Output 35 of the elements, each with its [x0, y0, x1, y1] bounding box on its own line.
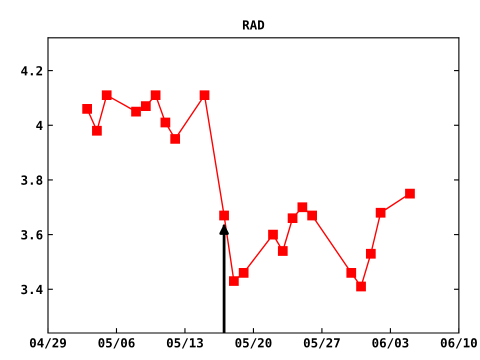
point	[92, 126, 102, 136]
point	[102, 90, 112, 100]
y-tick-label: 4	[36, 120, 43, 130]
point	[268, 230, 278, 240]
point	[229, 276, 239, 286]
point	[150, 90, 160, 100]
x-tick-label: 05/06	[98, 338, 135, 349]
point	[278, 246, 288, 256]
point	[140, 101, 151, 111]
chart-title: RAD	[242, 20, 264, 30]
point	[82, 104, 92, 114]
x-tick-label: 04/29	[30, 338, 66, 349]
x-tick-label: 06/10	[440, 338, 477, 349]
point	[200, 90, 210, 100]
y-tick-label: 3.4	[21, 284, 43, 294]
point	[238, 268, 249, 278]
y-tick-label: 3.8	[21, 175, 42, 185]
point	[376, 208, 386, 218]
point	[366, 248, 376, 259]
point	[288, 213, 298, 224]
point	[297, 202, 308, 212]
y-tick-label: 3.6	[21, 230, 42, 240]
y-tick-label: 4.2	[21, 66, 42, 76]
point	[219, 210, 229, 220]
point	[405, 188, 415, 198]
x-tick-label: 05/13	[166, 338, 203, 349]
x-tick-label: 06/03	[372, 338, 408, 349]
x-tick-label: 05/27	[304, 338, 340, 349]
point	[346, 268, 356, 278]
point	[131, 106, 141, 116]
point	[160, 118, 170, 128]
point	[170, 134, 180, 144]
point	[356, 282, 366, 292]
point	[307, 210, 317, 220]
x-tick-label: 05/20	[235, 338, 272, 349]
